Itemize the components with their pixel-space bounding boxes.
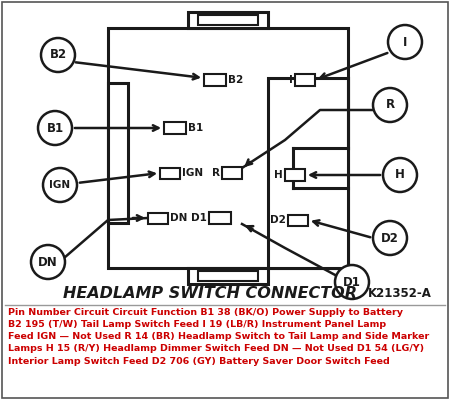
Circle shape xyxy=(335,265,369,299)
Circle shape xyxy=(373,88,407,122)
Text: B1: B1 xyxy=(46,122,63,134)
Bar xyxy=(204,74,226,86)
Circle shape xyxy=(31,245,65,279)
Bar xyxy=(288,214,308,226)
Bar xyxy=(222,167,242,179)
Text: HEADLAMP SWITCH CONNECTOR: HEADLAMP SWITCH CONNECTOR xyxy=(63,286,357,301)
Text: B1: B1 xyxy=(188,123,203,133)
Text: D2: D2 xyxy=(270,215,286,225)
Text: B2: B2 xyxy=(50,48,67,62)
Text: DN: DN xyxy=(38,256,58,268)
Text: K21352-A: K21352-A xyxy=(368,287,432,300)
Text: B2: B2 xyxy=(228,75,243,85)
Text: I: I xyxy=(289,75,293,85)
Bar xyxy=(164,122,186,134)
Text: D1: D1 xyxy=(343,276,361,288)
Circle shape xyxy=(38,111,72,145)
Bar xyxy=(295,74,315,86)
Circle shape xyxy=(373,221,407,255)
Bar xyxy=(198,271,258,281)
Text: IGN: IGN xyxy=(182,168,203,178)
Text: H: H xyxy=(274,170,283,180)
Text: I: I xyxy=(403,36,407,48)
Bar xyxy=(148,212,168,224)
Bar xyxy=(198,15,258,25)
Bar xyxy=(188,268,268,284)
Bar xyxy=(209,212,231,224)
Circle shape xyxy=(41,38,75,72)
Bar xyxy=(188,12,268,28)
Text: R: R xyxy=(212,168,220,178)
Text: D1: D1 xyxy=(191,213,207,223)
Circle shape xyxy=(388,25,422,59)
Circle shape xyxy=(43,168,77,202)
Text: H: H xyxy=(395,168,405,182)
Text: DN: DN xyxy=(170,213,187,223)
Bar xyxy=(108,28,348,268)
Circle shape xyxy=(383,158,417,192)
Bar xyxy=(108,83,128,223)
Text: R: R xyxy=(386,98,395,112)
Text: D2: D2 xyxy=(381,232,399,244)
Bar xyxy=(160,168,180,178)
Bar xyxy=(285,169,305,181)
Text: Pin Number Circuit Circuit Function B1 38 (BK/O) Power Supply to Battery
B2 195 : Pin Number Circuit Circuit Function B1 3… xyxy=(8,308,429,366)
Text: IGN: IGN xyxy=(50,180,71,190)
Bar xyxy=(268,78,348,268)
